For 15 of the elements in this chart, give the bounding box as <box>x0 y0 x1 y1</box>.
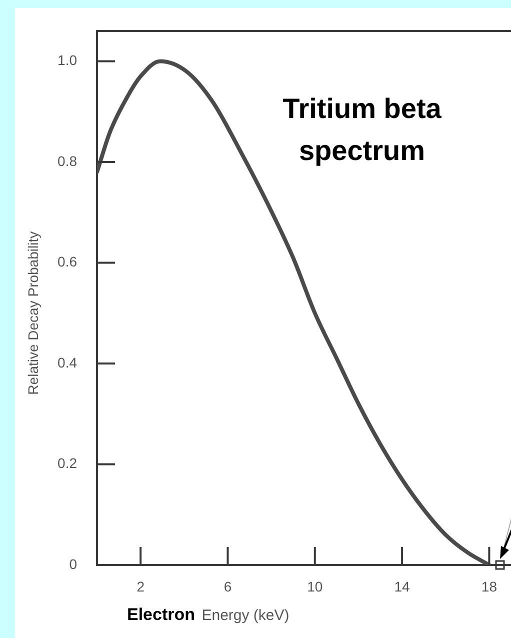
text: Tritium beta spectrum <box>282 93 442 166</box>
y-tick-label: 1.0 <box>58 52 78 68</box>
y-tick-label: 0 <box>69 556 78 572</box>
x-axis-title: Electron Energy (keV) <box>127 605 290 624</box>
y-tick-label: 0.8 <box>58 152 78 169</box>
y-tick-label: 0.4 <box>58 354 78 370</box>
y-tick-label: 0.2 <box>58 455 78 472</box>
y-axis-title: Relative Decay Probability <box>25 231 41 395</box>
x-tick-label: 6 <box>224 578 232 594</box>
x-tick-label: 18 <box>481 578 498 594</box>
x-tick-label: 14 <box>394 578 410 594</box>
x-tick-label: 10 <box>307 578 323 594</box>
line-series <box>97 59 492 565</box>
x-tick-label: 2 <box>136 578 145 594</box>
y-tick-label: 0.6 <box>58 254 78 270</box>
